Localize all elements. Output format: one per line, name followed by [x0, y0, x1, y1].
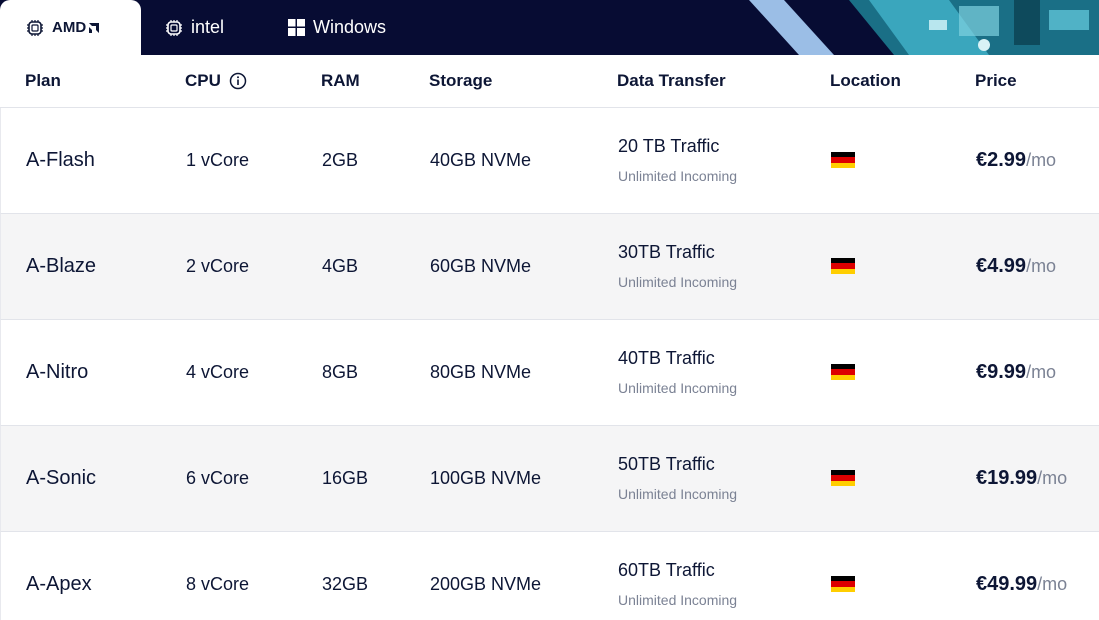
column-cpu: CPU [185, 71, 247, 91]
plan-name: A-Blaze [26, 255, 97, 277]
amd-arrow-icon [88, 22, 100, 34]
plan-storage: 60GB NVMe [430, 256, 532, 276]
column-price: Price [975, 71, 1017, 90]
plan-traffic: 40TB Traffic [618, 348, 715, 368]
tab-amd[interactable]: AMD [0, 0, 141, 55]
plan-price: €4.99/mo [976, 255, 1056, 278]
plan-incoming: Unlimited Incoming [618, 168, 738, 184]
plan-price-amount: €9.99 [976, 361, 1027, 383]
windows-icon [288, 19, 305, 36]
plan-ram: 4GB [322, 256, 359, 276]
column-data-transfer: Data Transfer [617, 71, 726, 90]
plan-price-amount: €2.99 [976, 149, 1027, 171]
tab-amd-label: AMD [52, 19, 87, 36]
germany-flag-icon [831, 152, 855, 168]
germany-flag-icon [831, 470, 855, 486]
column-plan: Plan [25, 71, 61, 90]
chip-icon [26, 19, 44, 37]
tab-intel-label: intel [191, 17, 225, 37]
germany-flag-icon [831, 364, 855, 380]
column-location: Location [830, 71, 901, 90]
plan-price: €49.99/mo [976, 573, 1067, 596]
chip-icon [165, 19, 183, 37]
plan-price-period: /mo [1026, 150, 1057, 170]
plan-traffic: 30TB Traffic [618, 242, 715, 262]
plan-price-period: /mo [1026, 362, 1057, 382]
plan-traffic: 60TB Traffic [618, 560, 715, 580]
plan-name: A-Flash [26, 149, 95, 171]
tab-windows[interactable]: Windows [288, 0, 418, 55]
plan-cpu: 1 vCore [186, 150, 250, 170]
plan-traffic: 20 TB Traffic [618, 136, 720, 156]
plan-row[interactable]: A-Flash 1 vCore 2GB 40GB NVMe 20 TB Traffic U… [0, 108, 1099, 214]
plan-price-amount: €19.99 [976, 467, 1038, 489]
plan-storage: 80GB NVMe [430, 362, 532, 382]
plan-row[interactable]: A-Nitro 4 vCore 8GB 80GB NVMe 40TB Traffic Un… [0, 320, 1099, 426]
plan-name: A-Sonic [26, 467, 97, 489]
plan-price-amount: €49.99 [976, 573, 1038, 595]
plan-price: €2.99/mo [976, 149, 1056, 172]
plan-traffic: 50TB Traffic [618, 454, 715, 474]
tab-intel[interactable]: intel [165, 0, 275, 55]
plan-price: €9.99/mo [976, 361, 1056, 384]
plan-cpu: 8 vCore [186, 574, 250, 594]
column-storage: Storage [429, 71, 493, 90]
plan-row[interactable]: A-Apex 8 vCore 32GB 200GB NVMe 60TB Traffic U… [0, 532, 1099, 620]
plan-incoming: Unlimited Incoming [618, 274, 738, 290]
plan-price-period: /mo [1026, 256, 1057, 276]
plan-name: A-Nitro [26, 361, 89, 383]
cpu-tabbar: AMD intel Windows [0, 0, 1099, 55]
plan-cpu: 4 vCore [186, 362, 250, 382]
plan-row[interactable]: A-Sonic 6 vCore 16GB 100GB NVMe 50TB Traffic… [0, 426, 1099, 532]
plan-price-period: /mo [1037, 468, 1068, 488]
germany-flag-icon [831, 576, 855, 592]
info-icon[interactable] [229, 72, 247, 90]
plan-storage: 200GB NVMe [430, 574, 542, 594]
plan-storage: 100GB NVMe [430, 468, 542, 488]
plan-name: A-Apex [26, 573, 92, 595]
plan-cpu: 6 vCore [186, 468, 250, 488]
tab-windows-label: Windows [313, 17, 387, 37]
plan-ram: 16GB [322, 468, 369, 488]
column-ram: RAM [321, 71, 360, 90]
plan-price-period: /mo [1037, 574, 1068, 594]
plan-incoming: Unlimited Incoming [618, 380, 738, 396]
plan-ram: 2GB [322, 150, 359, 170]
plan-ram: 32GB [322, 574, 369, 594]
plan-ram: 8GB [322, 362, 359, 382]
hardware-banner-image [749, 0, 1099, 55]
germany-flag-icon [831, 258, 855, 274]
plan-storage: 40GB NVMe [430, 150, 532, 170]
plan-incoming: Unlimited Incoming [618, 592, 738, 608]
plan-cpu: 2 vCore [186, 256, 250, 276]
plan-incoming: Unlimited Incoming [618, 486, 738, 502]
plan-row[interactable]: A-Blaze 2 vCore 4GB 60GB NVMe 30TB Traffic Un… [0, 214, 1099, 320]
plan-price-amount: €4.99 [976, 255, 1027, 277]
plan-price: €19.99/mo [976, 467, 1067, 490]
table-header: Plan CPU RAM Storage Data Transfer Locat… [0, 55, 1099, 108]
column-cpu-label: CPU [185, 71, 221, 90]
